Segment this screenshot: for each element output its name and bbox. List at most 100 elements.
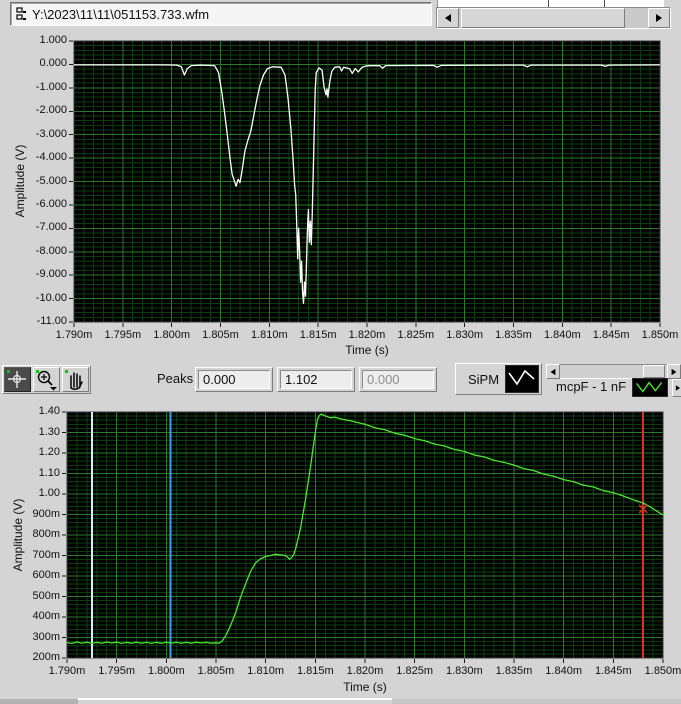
x-tick-label: 1.850m [644,665,681,677]
x-tick-label: 1.835m [495,665,533,677]
legend-mcp-label: mcpF - 1 nF [556,379,627,394]
y-tick-label: -8.000 [35,244,67,257]
peak-indicator-3: 0.000 [359,367,437,392]
y-tick-label: -5.000 [35,174,67,187]
legend-scrollbar[interactable] [546,364,681,379]
x-tick-label: 1.810m [247,665,284,677]
y-tick-label: 1.30 [38,425,60,438]
y-tick-label: 300m [32,630,60,643]
mcp-waveform-graph[interactable]: Amplitude (V) Time (s) 1.790m 1.795m 1.800… [0,398,681,704]
x-tick-label: 1.805m [202,329,239,341]
y-tick-label: 500m [32,589,60,602]
legend-scrollbar-track[interactable] [560,364,667,379]
x-tick-label: 1.815m [299,329,337,341]
scroll-right-button[interactable] [648,8,670,28]
clipped-control-edge [78,698,392,700]
x-tick-label: 1.800m [147,665,185,677]
magnifier-icon [37,370,57,391]
legend-right-nub[interactable] [672,379,681,397]
sipm-waveform-graph[interactable]: Amplitude (V) Time (s) 1.790m 1.795m 1.800… [0,28,681,363]
x-tick-label: 1.790m [55,329,93,341]
left-arrow-icon [445,14,451,22]
right-arrow-icon [675,385,680,391]
waveform-path-control[interactable] [10,2,432,26]
pan-tool-button[interactable] [62,367,89,392]
y-tick-label: -9.000 [35,268,67,281]
right-arrow-icon [671,368,677,375]
peak-value-3: 0.000 [362,370,434,389]
peak-indicator-1[interactable]: 0.000 [195,367,273,392]
x-tick-label: 1.795m [98,665,135,677]
x-tick-label: 1.840m [543,329,581,341]
mcp-plot-swatch-icon[interactable] [632,378,668,397]
cursor-tool-button[interactable] [4,367,31,392]
x-tick-label: 1.820m [348,329,386,341]
y-tick-label: 700m [32,548,60,561]
hand-icon [70,372,83,390]
zoom-tool-button[interactable] [33,367,60,392]
y-tick-label: -7.000 [35,221,67,234]
scrollbar-track[interactable] [459,8,648,28]
crosshair-icon [8,371,26,388]
y-tick-label: 1.10 [38,466,60,479]
y-tick-label: 400m [32,610,60,622]
sipm-plot-swatch-icon[interactable] [505,365,540,393]
x-tick-label: 1.830m [445,665,483,677]
legend-scroll-left-button[interactable] [546,364,560,379]
top-scrollbar[interactable] [436,7,671,29]
x-axis-title: Time (s) [343,680,387,694]
x-tick-label: 1.790m [48,665,86,677]
clipped-control-edge [392,699,681,704]
y-tick-label: -1.000 [35,80,67,93]
x-tick-label: 1.850m [641,329,679,341]
y-tick-label: 200m [32,651,60,663]
active-dot-icon [36,370,39,373]
x-tick-label: 1.795m [104,329,142,341]
clipped-control-edge [0,699,78,704]
x-tick-label: 1.830m [446,329,483,341]
y-tick-label: -6.000 [35,197,67,210]
y-tick-label: 0.000 [39,57,67,70]
x-tick-label: 1.820m [346,665,384,677]
x-tick-label: 1.815m [296,665,334,677]
x-tick-label: 1.840m [545,665,582,677]
y-tick-label: -11.00 [36,315,67,327]
legend-sipm[interactable]: SiPM [455,363,542,395]
y-tick-label: -3.000 [35,127,67,140]
x-tick-label: 1.825m [397,329,435,341]
legend-scrollbar-thumb[interactable] [643,365,665,378]
x-tick-label: 1.845m [594,665,632,677]
peak-indicator-2[interactable]: 1.102 [277,367,355,392]
y-tick-label: 900m [32,507,60,520]
path-type-icon [16,7,26,20]
x-tick-label: 1.805m [197,665,235,677]
left-arrow-icon [550,368,556,375]
y-tick-label: 600m [32,569,60,581]
active-dot-icon [65,370,68,373]
y-tick-label: 1.20 [38,446,60,458]
legend-sipm-label: SiPM [468,371,500,387]
peaks-label: Peaks [157,371,194,386]
graph-palette [2,365,91,394]
x-tick-label: 1.800m [153,329,190,341]
y-tick-label: -10.00 [35,291,67,304]
legend-scroll-right-button[interactable] [667,364,681,379]
x-axis-title: Time (s) [345,343,389,357]
path-input[interactable] [32,5,431,23]
clipped-control-edge [437,0,664,7]
y-tick-label: 1.40 [38,405,60,417]
scrollbar-thumb[interactable] [461,8,625,28]
x-tick-label: 1.845m [592,329,630,341]
x-tick-label: 1.825m [396,665,433,677]
y-tick-label: 800m [32,528,60,540]
x-tick-label: 1.810m [250,329,288,341]
peak-value-2: 1.102 [280,370,352,389]
active-dot-icon [7,370,10,373]
y-tick-label: 1.00 [38,487,60,499]
y-tick-label: -2.000 [35,104,67,117]
y-tick-label: -4.000 [35,151,67,164]
x-tick-label: 1.835m [495,329,532,341]
y-tick-label: 1.000 [39,34,67,46]
peak-value-1: 0.000 [198,370,270,389]
scroll-left-button[interactable] [437,8,459,28]
